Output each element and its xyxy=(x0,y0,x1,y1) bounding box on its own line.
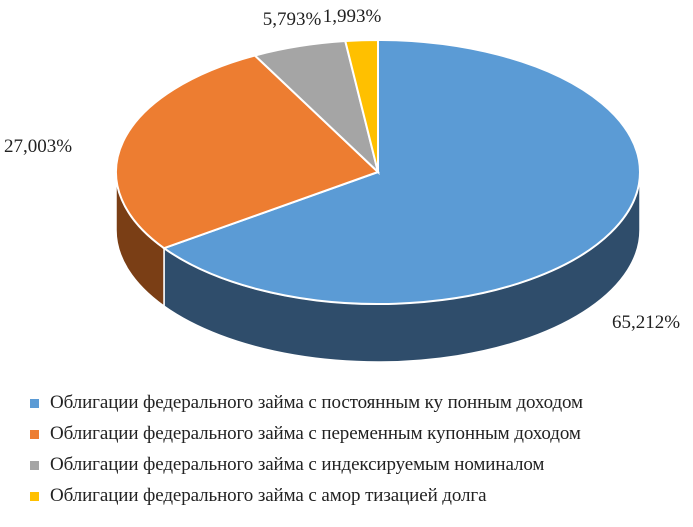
legend-label: Облигации федерального займа с переменны… xyxy=(50,423,581,444)
legend-swatch xyxy=(30,461,39,470)
pie-slice-1 xyxy=(115,54,380,250)
pie-slice-0 xyxy=(161,38,641,305)
pie-chart-svg: 65,212% 27,003% 5,793% 1,993% xyxy=(4,6,680,363)
legend-label: Облигации федерального займа с индексиру… xyxy=(50,454,545,475)
legend-swatch xyxy=(30,492,39,501)
pie-slice-3 xyxy=(344,38,379,173)
pie-labels: 65,212% 27,003% 5,793% 1,993% xyxy=(4,6,680,333)
legend-item-variable-coupon: Облигации федерального займа с переменны… xyxy=(30,423,693,454)
pie-data-label-2: 5,793% xyxy=(263,9,322,30)
legend-item-fixed-coupon: Облигации федерального займа с постоянны… xyxy=(30,392,693,423)
legend-item-amortization: Облигации федерального займа с амор тиза… xyxy=(30,485,693,516)
legend: Облигации федерального займа с постоянны… xyxy=(30,392,693,516)
pie-data-label-0: 65,212% xyxy=(612,312,680,333)
pie-data-label-3: 1,993% xyxy=(323,6,382,27)
legend-label: Облигации федерального займа с постоянны… xyxy=(50,392,583,413)
pie-slices xyxy=(115,38,641,305)
legend-swatch xyxy=(30,399,39,408)
legend-item-indexed-nominal: Облигации федерального займа с индексиру… xyxy=(30,454,693,485)
legend-swatch xyxy=(30,430,39,439)
pie-data-label-1: 27,003% xyxy=(4,136,72,157)
legend-label: Облигации федерального займа с амор тиза… xyxy=(50,485,487,506)
